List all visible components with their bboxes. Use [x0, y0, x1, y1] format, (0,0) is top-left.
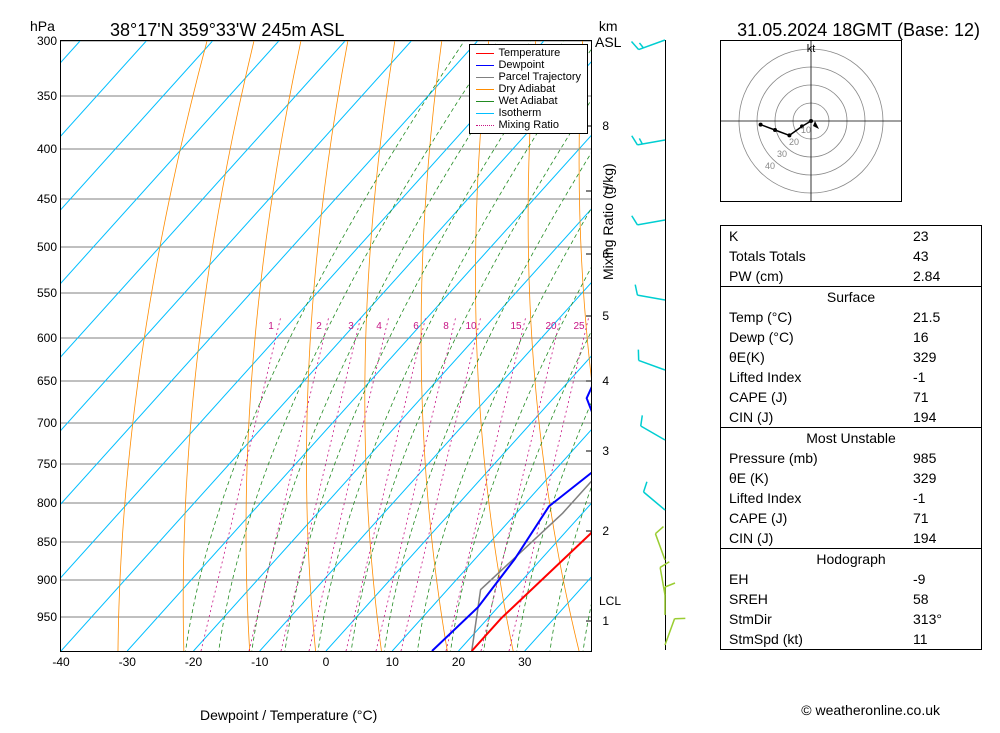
legend-item: Wet Adiabat — [476, 95, 581, 107]
copyright: © weatheronline.co.uk — [801, 702, 940, 718]
ytick-hpa: 750 — [29, 457, 57, 471]
param-row: EH-9 — [721, 569, 981, 589]
mixing-ratio-tick: 3 — [348, 321, 354, 332]
lcl-label: LCL — [599, 594, 621, 608]
ytick-hpa: 400 — [29, 142, 57, 156]
param-section: Hodograph — [721, 548, 981, 569]
xtick: 20 — [452, 655, 465, 669]
ytick-hpa: 950 — [29, 610, 57, 624]
ytick-km: 7 — [602, 184, 609, 198]
location-title: 38°17'N 359°33'W 245m ASL — [110, 20, 344, 41]
ytick-hpa: 550 — [29, 286, 57, 300]
legend-item: Dry Adiabat — [476, 83, 581, 95]
hodograph-plot: kt 10203040 — [720, 40, 902, 202]
param-row: Lifted Index-1 — [721, 367, 981, 387]
param-section: Most Unstable — [721, 427, 981, 448]
ytick-km: 4 — [602, 374, 609, 388]
param-row: K23 — [721, 226, 981, 246]
param-row: CIN (J)194 — [721, 528, 981, 548]
mixing-ratio-tick: 8 — [443, 321, 449, 332]
param-row: Pressure (mb)985 — [721, 448, 981, 468]
mixing-ratio-label: Mixing Ratio (g/kg) — [600, 163, 616, 280]
ytick-hpa: 900 — [29, 573, 57, 587]
legend-item: Mixing Ratio — [476, 119, 581, 131]
svg-text:20: 20 — [789, 137, 799, 147]
ytick-km: 3 — [602, 444, 609, 458]
param-row: Totals Totals43 — [721, 246, 981, 266]
svg-text:10: 10 — [801, 125, 811, 135]
ytick-hpa: 450 — [29, 192, 57, 206]
datetime-title: 31.05.2024 18GMT (Base: 12) — [737, 20, 980, 41]
legend-item: Dewpoint — [476, 59, 581, 71]
mixing-ratio-tick: 4 — [376, 321, 382, 332]
xtick: -10 — [251, 655, 268, 669]
mixing-ratio-tick: 1 — [268, 321, 274, 332]
xtick: -30 — [119, 655, 136, 669]
mixing-ratio-tick: 20 — [545, 321, 556, 332]
legend-item: Temperature — [476, 47, 581, 59]
xtick: -40 — [52, 655, 69, 669]
param-row: Temp (°C)21.5 — [721, 307, 981, 327]
ytick-km: 8 — [602, 119, 609, 133]
skewt-chart: TemperatureDewpointParcel TrajectoryDry … — [60, 40, 592, 652]
ytick-km: 2 — [602, 524, 609, 538]
xtick: 10 — [386, 655, 399, 669]
ytick-hpa: 350 — [29, 89, 57, 103]
ytick-hpa: 700 — [29, 416, 57, 430]
param-row: Dewp (°C)16 — [721, 327, 981, 347]
parameter-table: K23Totals Totals43PW (cm)2.84SurfaceTemp… — [720, 225, 982, 650]
ylabel-hpa: hPa — [30, 18, 55, 34]
param-row: θE(K)329 — [721, 347, 981, 367]
param-row: CAPE (J)71 — [721, 508, 981, 528]
ytick-km: 6 — [602, 247, 609, 261]
xtick: 0 — [323, 655, 330, 669]
ylabel-km: km ASL — [595, 18, 621, 50]
hodograph-label: kt — [807, 43, 816, 55]
ytick-hpa: 500 — [29, 240, 57, 254]
svg-text:30: 30 — [777, 149, 787, 159]
ytick-km: 1 — [602, 614, 609, 628]
wind-barb-column — [650, 40, 680, 650]
ytick-hpa: 650 — [29, 374, 57, 388]
mixing-ratio-tick: 15 — [510, 321, 521, 332]
legend-item: Isotherm — [476, 107, 581, 119]
param-row: StmSpd (kt)11 — [721, 629, 981, 649]
param-row: StmDir313° — [721, 609, 981, 629]
param-row: CIN (J)194 — [721, 407, 981, 427]
ytick-km: 5 — [602, 309, 609, 323]
param-row: θE (K)329 — [721, 468, 981, 488]
legend: TemperatureDewpointParcel TrajectoryDry … — [469, 44, 588, 134]
mixing-ratio-tick: 2 — [316, 321, 322, 332]
svg-text:40: 40 — [765, 161, 775, 171]
ytick-hpa: 600 — [29, 331, 57, 345]
mixing-ratio-tick: 6 — [413, 321, 419, 332]
legend-item: Parcel Trajectory — [476, 71, 581, 83]
ytick-hpa: 300 — [29, 34, 57, 48]
xlabel: Dewpoint / Temperature (°C) — [200, 707, 377, 723]
mixing-ratio-tick: 10 — [465, 321, 476, 332]
xtick: -20 — [185, 655, 202, 669]
ytick-hpa: 850 — [29, 535, 57, 549]
xtick: 30 — [518, 655, 531, 669]
mixing-ratio-tick: 25 — [573, 321, 584, 332]
ytick-hpa: 800 — [29, 496, 57, 510]
param-section: Surface — [721, 286, 981, 307]
param-row: CAPE (J)71 — [721, 387, 981, 407]
param-row: Lifted Index-1 — [721, 488, 981, 508]
param-row: PW (cm)2.84 — [721, 266, 981, 286]
param-row: SREH58 — [721, 589, 981, 609]
